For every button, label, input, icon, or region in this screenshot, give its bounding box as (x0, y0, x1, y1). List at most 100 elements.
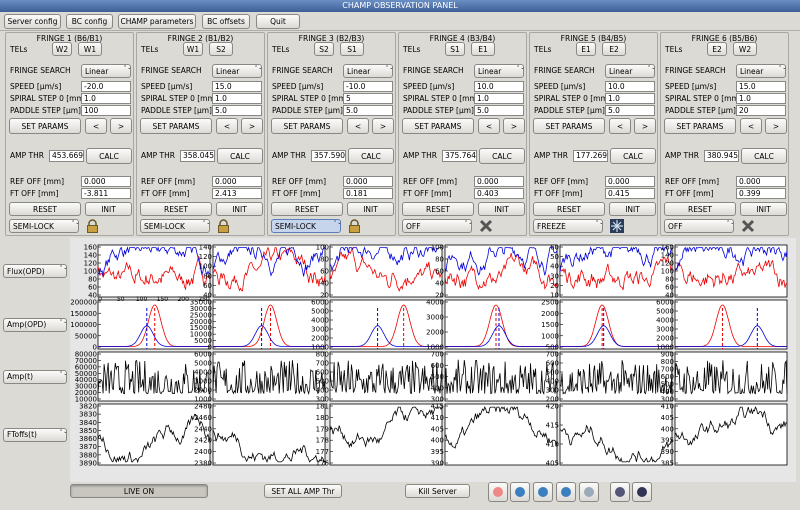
plot-select[interactable]: Flux(OPD) (3, 264, 67, 278)
next-button[interactable]: > (765, 118, 787, 134)
search-combo[interactable]: Linear (343, 64, 393, 78)
prev-button[interactable]: < (85, 118, 107, 134)
next-button[interactable]: > (241, 118, 263, 134)
paddle-input[interactable]: 5.0 (605, 105, 655, 116)
toolbar-button[interactable]: BC offsets (202, 14, 250, 29)
reset-button[interactable]: RESET (140, 202, 212, 216)
set-all-button[interactable]: SET ALL AMP Thr (264, 484, 342, 498)
init-button[interactable]: INIT (85, 202, 132, 216)
spiral-input[interactable]: 1.0 (212, 93, 262, 104)
calc-button[interactable]: CALC (217, 148, 263, 164)
subplots-tool[interactable] (610, 482, 630, 502)
prev-button[interactable]: < (216, 118, 238, 134)
ft-off-input[interactable]: 0.415 (605, 188, 655, 199)
reset-button[interactable]: RESET (533, 202, 605, 216)
ft-off-input[interactable]: 0.399 (736, 188, 786, 199)
ref-off-input[interactable]: 0.000 (474, 176, 524, 187)
toolbar-button[interactable]: BC config (66, 14, 113, 29)
mode-combo[interactable]: SEMI-LOCK (271, 219, 341, 233)
home-tool[interactable] (488, 482, 508, 502)
set-params-button[interactable]: SET PARAMS (9, 118, 81, 134)
speed-input[interactable]: -10.0 (343, 81, 393, 92)
plot-select[interactable]: Amp(OPD) (3, 317, 67, 332)
set-params-button[interactable]: SET PARAMS (533, 118, 605, 134)
next-button[interactable]: > (372, 118, 394, 134)
calc-button[interactable]: CALC (479, 148, 525, 164)
mode-combo[interactable]: OFF (664, 219, 734, 233)
set-params-button[interactable]: SET PARAMS (271, 118, 343, 134)
live-button[interactable]: LIVE ON (70, 484, 208, 498)
kill-button[interactable]: Kill Server (405, 484, 470, 498)
toolbar-button[interactable]: Quit (256, 14, 300, 29)
save-tool[interactable] (632, 482, 652, 502)
paddle-input[interactable]: 5.0 (474, 105, 524, 116)
prev-button[interactable]: < (347, 118, 369, 134)
paddle-input[interactable]: 20 (736, 105, 786, 116)
speed-input[interactable]: 15.0 (212, 81, 262, 92)
ref-off-input[interactable]: 0.000 (343, 176, 393, 187)
init-button[interactable]: INIT (740, 202, 787, 216)
set-params-button[interactable]: SET PARAMS (402, 118, 474, 134)
reset-button[interactable]: RESET (271, 202, 343, 216)
forward-tool[interactable] (533, 482, 553, 502)
search-combo[interactable]: Linear (81, 64, 131, 78)
search-combo[interactable]: Linear (474, 64, 524, 78)
ft-off-input[interactable]: -3.811 (81, 188, 131, 199)
calc-button[interactable]: CALC (741, 148, 787, 164)
speed-input[interactable]: 10.0 (474, 81, 524, 92)
mode-combo[interactable]: FREEZE (533, 219, 603, 233)
calc-button[interactable]: CALC (86, 148, 132, 164)
next-button[interactable]: > (634, 118, 656, 134)
plot-select[interactable]: Amp(t) (3, 369, 67, 384)
paddle-input[interactable]: 5.0 (212, 105, 262, 116)
spiral-input[interactable]: 1.0 (605, 93, 655, 104)
plot-select[interactable]: FToffs(t) (3, 427, 67, 442)
ref-off-input[interactable]: 0.000 (81, 176, 131, 187)
prev-button[interactable]: < (740, 118, 762, 134)
zoom-tool[interactable] (579, 482, 599, 502)
speed-input[interactable]: 10.0 (605, 81, 655, 92)
init-button[interactable]: INIT (478, 202, 525, 216)
toolbar-button[interactable]: Server config (4, 14, 61, 29)
prev-button[interactable]: < (478, 118, 500, 134)
amp-thr-input[interactable]: 375.764 (442, 150, 477, 162)
ft-off-input[interactable]: 0.403 (474, 188, 524, 199)
spiral-input[interactable]: 5 (343, 93, 393, 104)
reset-button[interactable]: RESET (402, 202, 474, 216)
spiral-input[interactable]: 1.0 (474, 93, 524, 104)
spiral-input[interactable]: 1.0 (736, 93, 786, 104)
mode-combo[interactable]: SEMI-LOCK (140, 219, 210, 233)
back-tool[interactable] (510, 482, 530, 502)
mode-combo[interactable]: OFF (402, 219, 472, 233)
spiral-input[interactable]: 1.0 (81, 93, 131, 104)
init-button[interactable]: INIT (609, 202, 656, 216)
next-button[interactable]: > (110, 118, 132, 134)
next-button[interactable]: > (503, 118, 525, 134)
ref-off-input[interactable]: 0.000 (605, 176, 655, 187)
calc-button[interactable]: CALC (348, 148, 394, 164)
search-combo[interactable]: Linear (605, 64, 655, 78)
amp-thr-input[interactable]: 358.045 (180, 150, 215, 162)
reset-button[interactable]: RESET (9, 202, 81, 216)
amp-thr-input[interactable]: 177.269 (573, 150, 608, 162)
ft-off-input[interactable]: 2.413 (212, 188, 262, 199)
init-button[interactable]: INIT (347, 202, 394, 216)
search-combo[interactable]: Linear (212, 64, 262, 78)
amp-thr-input[interactable]: 453.669 (49, 150, 84, 162)
ref-off-input[interactable]: 0.000 (736, 176, 786, 187)
init-button[interactable]: INIT (216, 202, 263, 216)
set-params-button[interactable]: SET PARAMS (140, 118, 212, 134)
amp-thr-input[interactable]: 357.590 (311, 150, 346, 162)
mode-combo[interactable]: SEMI-LOCK (9, 219, 79, 233)
calc-button[interactable]: CALC (610, 148, 656, 164)
ft-off-input[interactable]: 0.181 (343, 188, 393, 199)
speed-input[interactable]: -20.0 (81, 81, 131, 92)
prev-button[interactable]: < (609, 118, 631, 134)
speed-input[interactable]: 15.0 (736, 81, 786, 92)
ref-off-input[interactable]: 0.000 (212, 176, 262, 187)
reset-button[interactable]: RESET (664, 202, 736, 216)
search-combo[interactable]: Linear (736, 64, 786, 78)
paddle-input[interactable]: 100 (81, 105, 131, 116)
toolbar-button[interactable]: CHAMP parameters (118, 14, 196, 29)
pan-tool[interactable] (556, 482, 576, 502)
